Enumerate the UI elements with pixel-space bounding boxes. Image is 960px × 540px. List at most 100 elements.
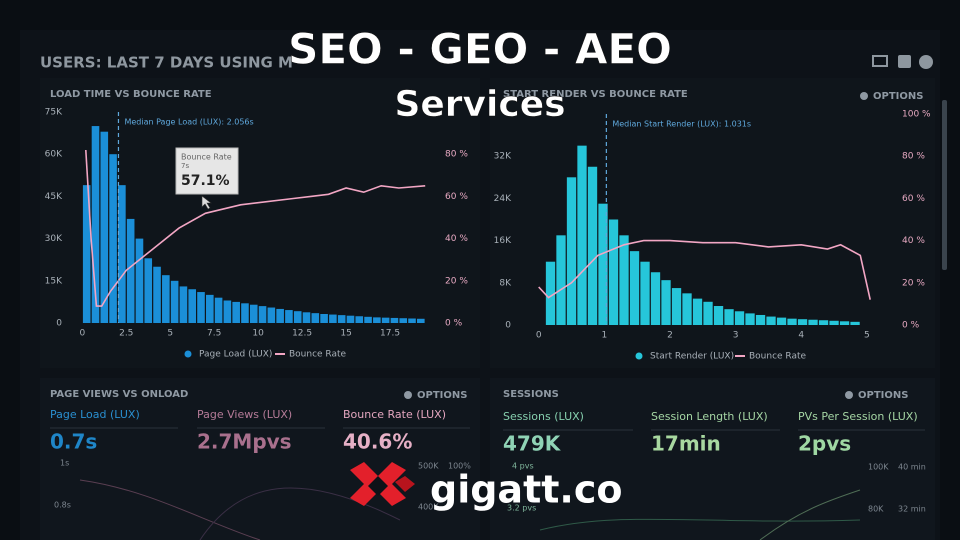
histogram-bar (206, 294, 214, 323)
histogram-bar (320, 313, 328, 323)
gear-icon[interactable] (860, 92, 868, 100)
axis-label: 400K (418, 503, 439, 512)
histogram-bar (144, 258, 153, 323)
histogram-bar (100, 131, 109, 323)
metric-label: PVs Per Session (LUX) (798, 410, 918, 423)
decor-curve (79, 479, 261, 540)
histogram-bar (135, 238, 144, 323)
brand-name: gigatt.co (430, 468, 622, 512)
axis-label: 4 pvs (512, 462, 534, 471)
axis-label: 1s (60, 459, 69, 468)
gear-icon[interactable] (845, 391, 853, 399)
histogram-bar (755, 314, 766, 325)
tooltip-x: 7s (181, 162, 189, 170)
histogram-bar (293, 311, 302, 323)
legend-label: Start Render (LUX) (650, 352, 734, 362)
histogram-bar (776, 317, 787, 325)
histogram-bar (82, 185, 91, 323)
histogram-bar (408, 318, 416, 323)
histogram-bar (91, 126, 100, 323)
help-icon[interactable] (919, 55, 933, 69)
bounce-rate-line (538, 239, 871, 300)
histogram-bar (724, 309, 734, 325)
legend-label: Page Load (LUX) (199, 350, 272, 360)
histogram-bar (850, 321, 860, 325)
decor-curve (539, 518, 861, 531)
histogram-bar (713, 306, 724, 325)
histogram-bar (619, 235, 629, 325)
histogram-bar (629, 251, 640, 325)
y-tick-label: 24K (494, 194, 512, 204)
histogram-bar (223, 300, 232, 323)
panel (40, 378, 480, 540)
scrollbar (942, 100, 947, 270)
histogram-bar (797, 319, 808, 325)
metric-label: Sessions (LUX) (503, 410, 584, 423)
chart-title: START RENDER VS BOUNCE RATE (503, 89, 688, 100)
x-tick-label: 7.5 (207, 329, 221, 339)
histogram-bar (808, 319, 818, 325)
histogram-bar (390, 317, 399, 323)
overlay-title: SEO - GEO - AEO (288, 25, 672, 74)
legend-label: Bounce Rate (749, 352, 807, 362)
y2-tick-label: 100 % (902, 110, 931, 120)
histogram-bar (661, 280, 671, 325)
tooltip: Bounce Rate 7s 57.1% (175, 147, 239, 210)
y-tick-label: 16K (494, 236, 512, 246)
histogram-bar (258, 306, 267, 323)
y2-tick-label: 40 % (445, 234, 468, 244)
histogram-bar (417, 318, 425, 323)
axis-label: 500K (418, 462, 439, 471)
histogram-bar (232, 301, 240, 323)
x-tick-label: 12.5 (292, 329, 312, 339)
x-tick-label: 10 (252, 329, 264, 339)
legend-label: Bounce Rate (289, 350, 347, 360)
y2-tick-label: 80 % (902, 152, 925, 162)
gear-icon[interactable] (404, 391, 412, 399)
histogram-bar (197, 292, 205, 323)
header-title: USERS: LAST 7 DAYS USING M (40, 54, 293, 72)
y-tick-label: 75K (45, 108, 63, 118)
histogram-bar (399, 318, 408, 323)
histogram-bar (337, 315, 346, 323)
x-tick-label: 4 (798, 331, 804, 341)
histogram-bar (346, 315, 355, 323)
x-tick-label: 5 (167, 329, 173, 339)
y2-tick-label: 80 % (445, 150, 468, 160)
x-tick-label: 1 (601, 331, 607, 341)
tooltip-title: Bounce Rate (181, 153, 232, 162)
histogram-bar (249, 304, 258, 323)
histogram-bar (126, 218, 135, 323)
x-tick-label: 0 (79, 329, 85, 339)
histogram-bar (179, 286, 188, 323)
histogram-bar (682, 293, 692, 325)
metric-label: Page Load (LUX) (50, 408, 140, 421)
legend-swatch (635, 352, 643, 360)
y-tick-label: 15K (45, 276, 63, 286)
x-tick-label: 3 (733, 331, 739, 341)
x-tick-label: 15 (340, 329, 351, 339)
histogram-bar (566, 177, 577, 325)
histogram-bar (587, 166, 598, 325)
x-tick-label: 0 (536, 331, 542, 341)
histogram-bar (285, 310, 293, 323)
options-button[interactable]: OPTIONS (873, 91, 923, 102)
tooltip-box (175, 147, 239, 195)
histogram-bar (153, 266, 161, 323)
panel (490, 378, 935, 540)
y-tick-label: 30K (45, 234, 63, 244)
histogram-bar (671, 288, 682, 325)
metric-value: 2.7Mpvs (197, 430, 292, 454)
histogram-bar (787, 318, 797, 325)
options-button[interactable]: OPTIONS (858, 390, 908, 401)
panel-title: SESSIONS (503, 389, 559, 400)
histogram-bar (118, 185, 126, 323)
options-button[interactable]: OPTIONS (417, 390, 467, 401)
y2-tick-label: 20 % (445, 276, 468, 286)
metric-value: 2pvs (798, 432, 851, 456)
monitor-icon[interactable] (872, 55, 888, 67)
y2-tick-label: 0 % (445, 319, 463, 329)
share-icon[interactable] (898, 55, 911, 68)
histogram-bar (188, 289, 197, 323)
